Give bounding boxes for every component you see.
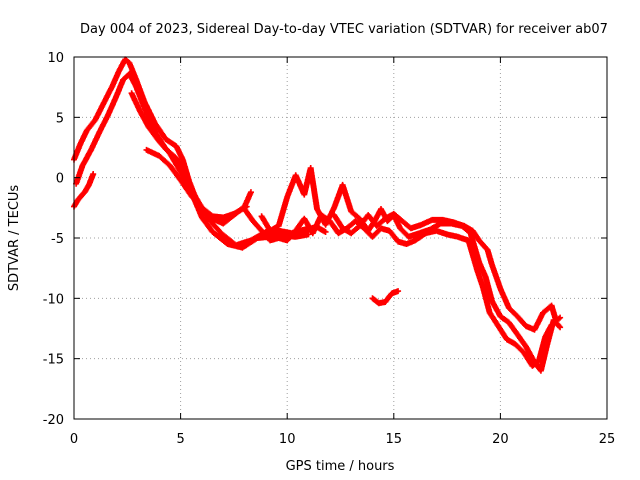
x-tick-label: 15 [386, 432, 403, 447]
axis-ticks: 0 5 10 15 20 25 -20 -15 -10 -5 0 5 10 [43, 51, 616, 447]
y-tick-label: -5 [51, 232, 64, 247]
series-track-8 [331, 210, 559, 333]
grid [74, 57, 607, 419]
data-points [71, 56, 564, 374]
plot-border [73, 56, 608, 420]
y-tick-label: 5 [56, 111, 64, 126]
x-tick-label: 0 [70, 432, 78, 447]
y-tick-label: -15 [43, 353, 64, 368]
series-markers [143, 146, 250, 221]
x-axis-title: GPS time / hours [286, 459, 395, 474]
series-track-7 [241, 206, 564, 369]
x-tick-label: 5 [176, 432, 184, 447]
x-tick-label: 20 [492, 432, 509, 447]
y-axis-title: SDTVAR / TECUs [7, 185, 22, 292]
series-track-4 [143, 146, 250, 221]
y-tick-label: -20 [43, 413, 64, 428]
series-markers [71, 171, 97, 210]
series-track-1 [71, 56, 329, 249]
series-markers [369, 288, 402, 307]
series-markers [258, 165, 564, 374]
series-track-9 [369, 288, 402, 307]
y-tick-label: -10 [43, 292, 64, 307]
series-track-6 [258, 165, 564, 374]
y-tick-label: 0 [56, 172, 64, 187]
chart-title: Day 004 of 2023, Sidereal Day-to-day VTE… [80, 22, 608, 37]
series-markers [241, 206, 564, 369]
series-markers [71, 56, 329, 249]
series-track-5 [71, 171, 97, 210]
y-tick-label: 10 [47, 51, 64, 66]
series-markers [331, 210, 559, 333]
x-tick-label: 10 [279, 432, 296, 447]
x-tick-label: 25 [599, 432, 616, 447]
